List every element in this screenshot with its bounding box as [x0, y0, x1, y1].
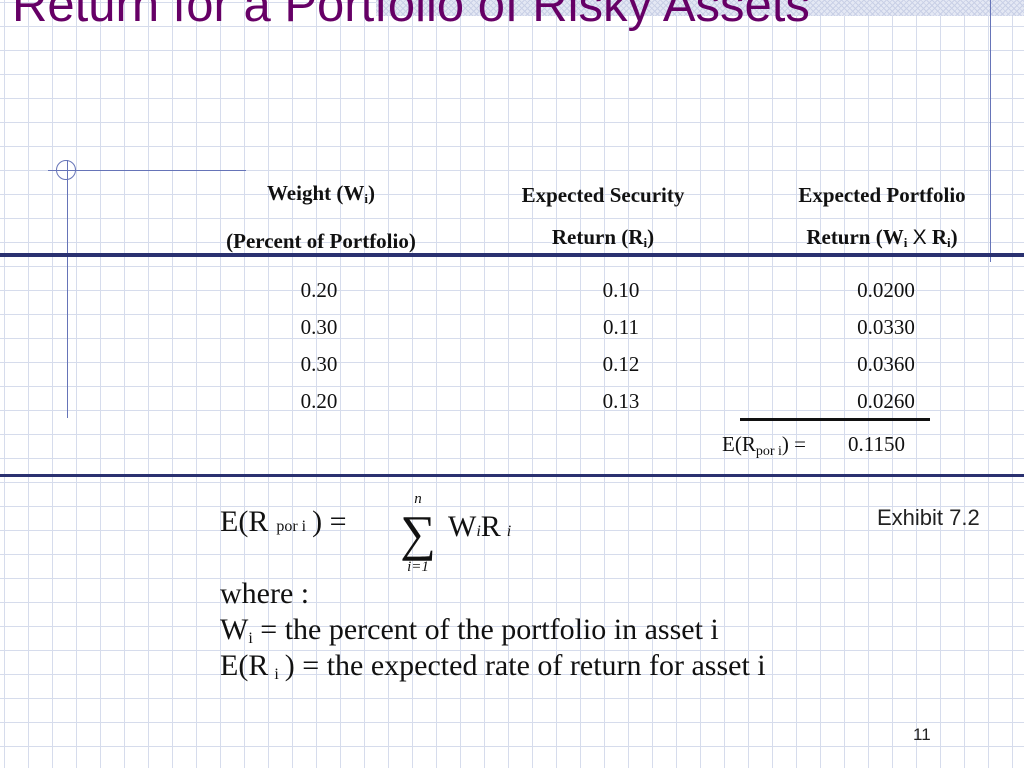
header-weight: Weight (Wi) (Percent of Portfolio) — [226, 181, 416, 253]
product-value: 0.0260 — [857, 389, 915, 413]
weight-value: 0.30 — [300, 352, 338, 376]
crosshair-vertical-line — [67, 160, 68, 418]
product-value: 0.0330 — [857, 315, 915, 339]
slide-title: Return for a Portfolio of Risky Assets — [12, 0, 810, 32]
weight-value: 0.30 — [300, 315, 338, 339]
weights-column: 0.20 0.30 0.30 0.20 — [270, 272, 368, 420]
where-label: where : — [220, 577, 310, 610]
right-vertical-rule — [990, 0, 991, 262]
page-number: 11 — [913, 725, 931, 744]
weight-value: 0.20 — [300, 278, 338, 302]
formula-lhs: E(R por i) = — [220, 505, 347, 538]
return-value: 0.11 — [603, 315, 639, 339]
exhibit-label: Exhibit 7.2 — [877, 505, 980, 530]
total-label: E(Rpor i) = — [722, 432, 806, 459]
header-expected-security-return: Expected Security Return (Ri) — [521, 183, 685, 250]
return-value: 0.12 — [602, 352, 640, 376]
return-value: 0.10 — [602, 278, 640, 302]
total-value: 0.1150 — [848, 432, 905, 456]
product-value: 0.0360 — [857, 352, 915, 376]
returns-column: 0.10 0.11 0.12 0.13 — [572, 272, 670, 420]
product-value: 0.0200 — [857, 278, 915, 302]
definition-expected-return: E(R i) = the expected rate of return for … — [220, 649, 766, 683]
formula-rhs: WiR i — [448, 510, 512, 543]
sum-line — [740, 418, 930, 421]
table-top-rule — [0, 253, 1024, 257]
definition-weight: Wi = the percent of the portfolio in ass… — [220, 613, 719, 647]
products-column: 0.0200 0.0330 0.0360 0.0260 — [836, 272, 936, 420]
return-value: 0.13 — [602, 389, 640, 413]
weight-value: 0.20 — [300, 389, 338, 413]
header-hatch-band — [376, 0, 1024, 16]
header-expected-portfolio-return: Expected Portfolio Return (Wi X Ri) — [798, 183, 966, 250]
summation-symbol: n ∑ i=1 — [400, 491, 436, 575]
table-bottom-rule — [0, 474, 1024, 477]
crosshair-horizontal-line — [48, 170, 246, 171]
